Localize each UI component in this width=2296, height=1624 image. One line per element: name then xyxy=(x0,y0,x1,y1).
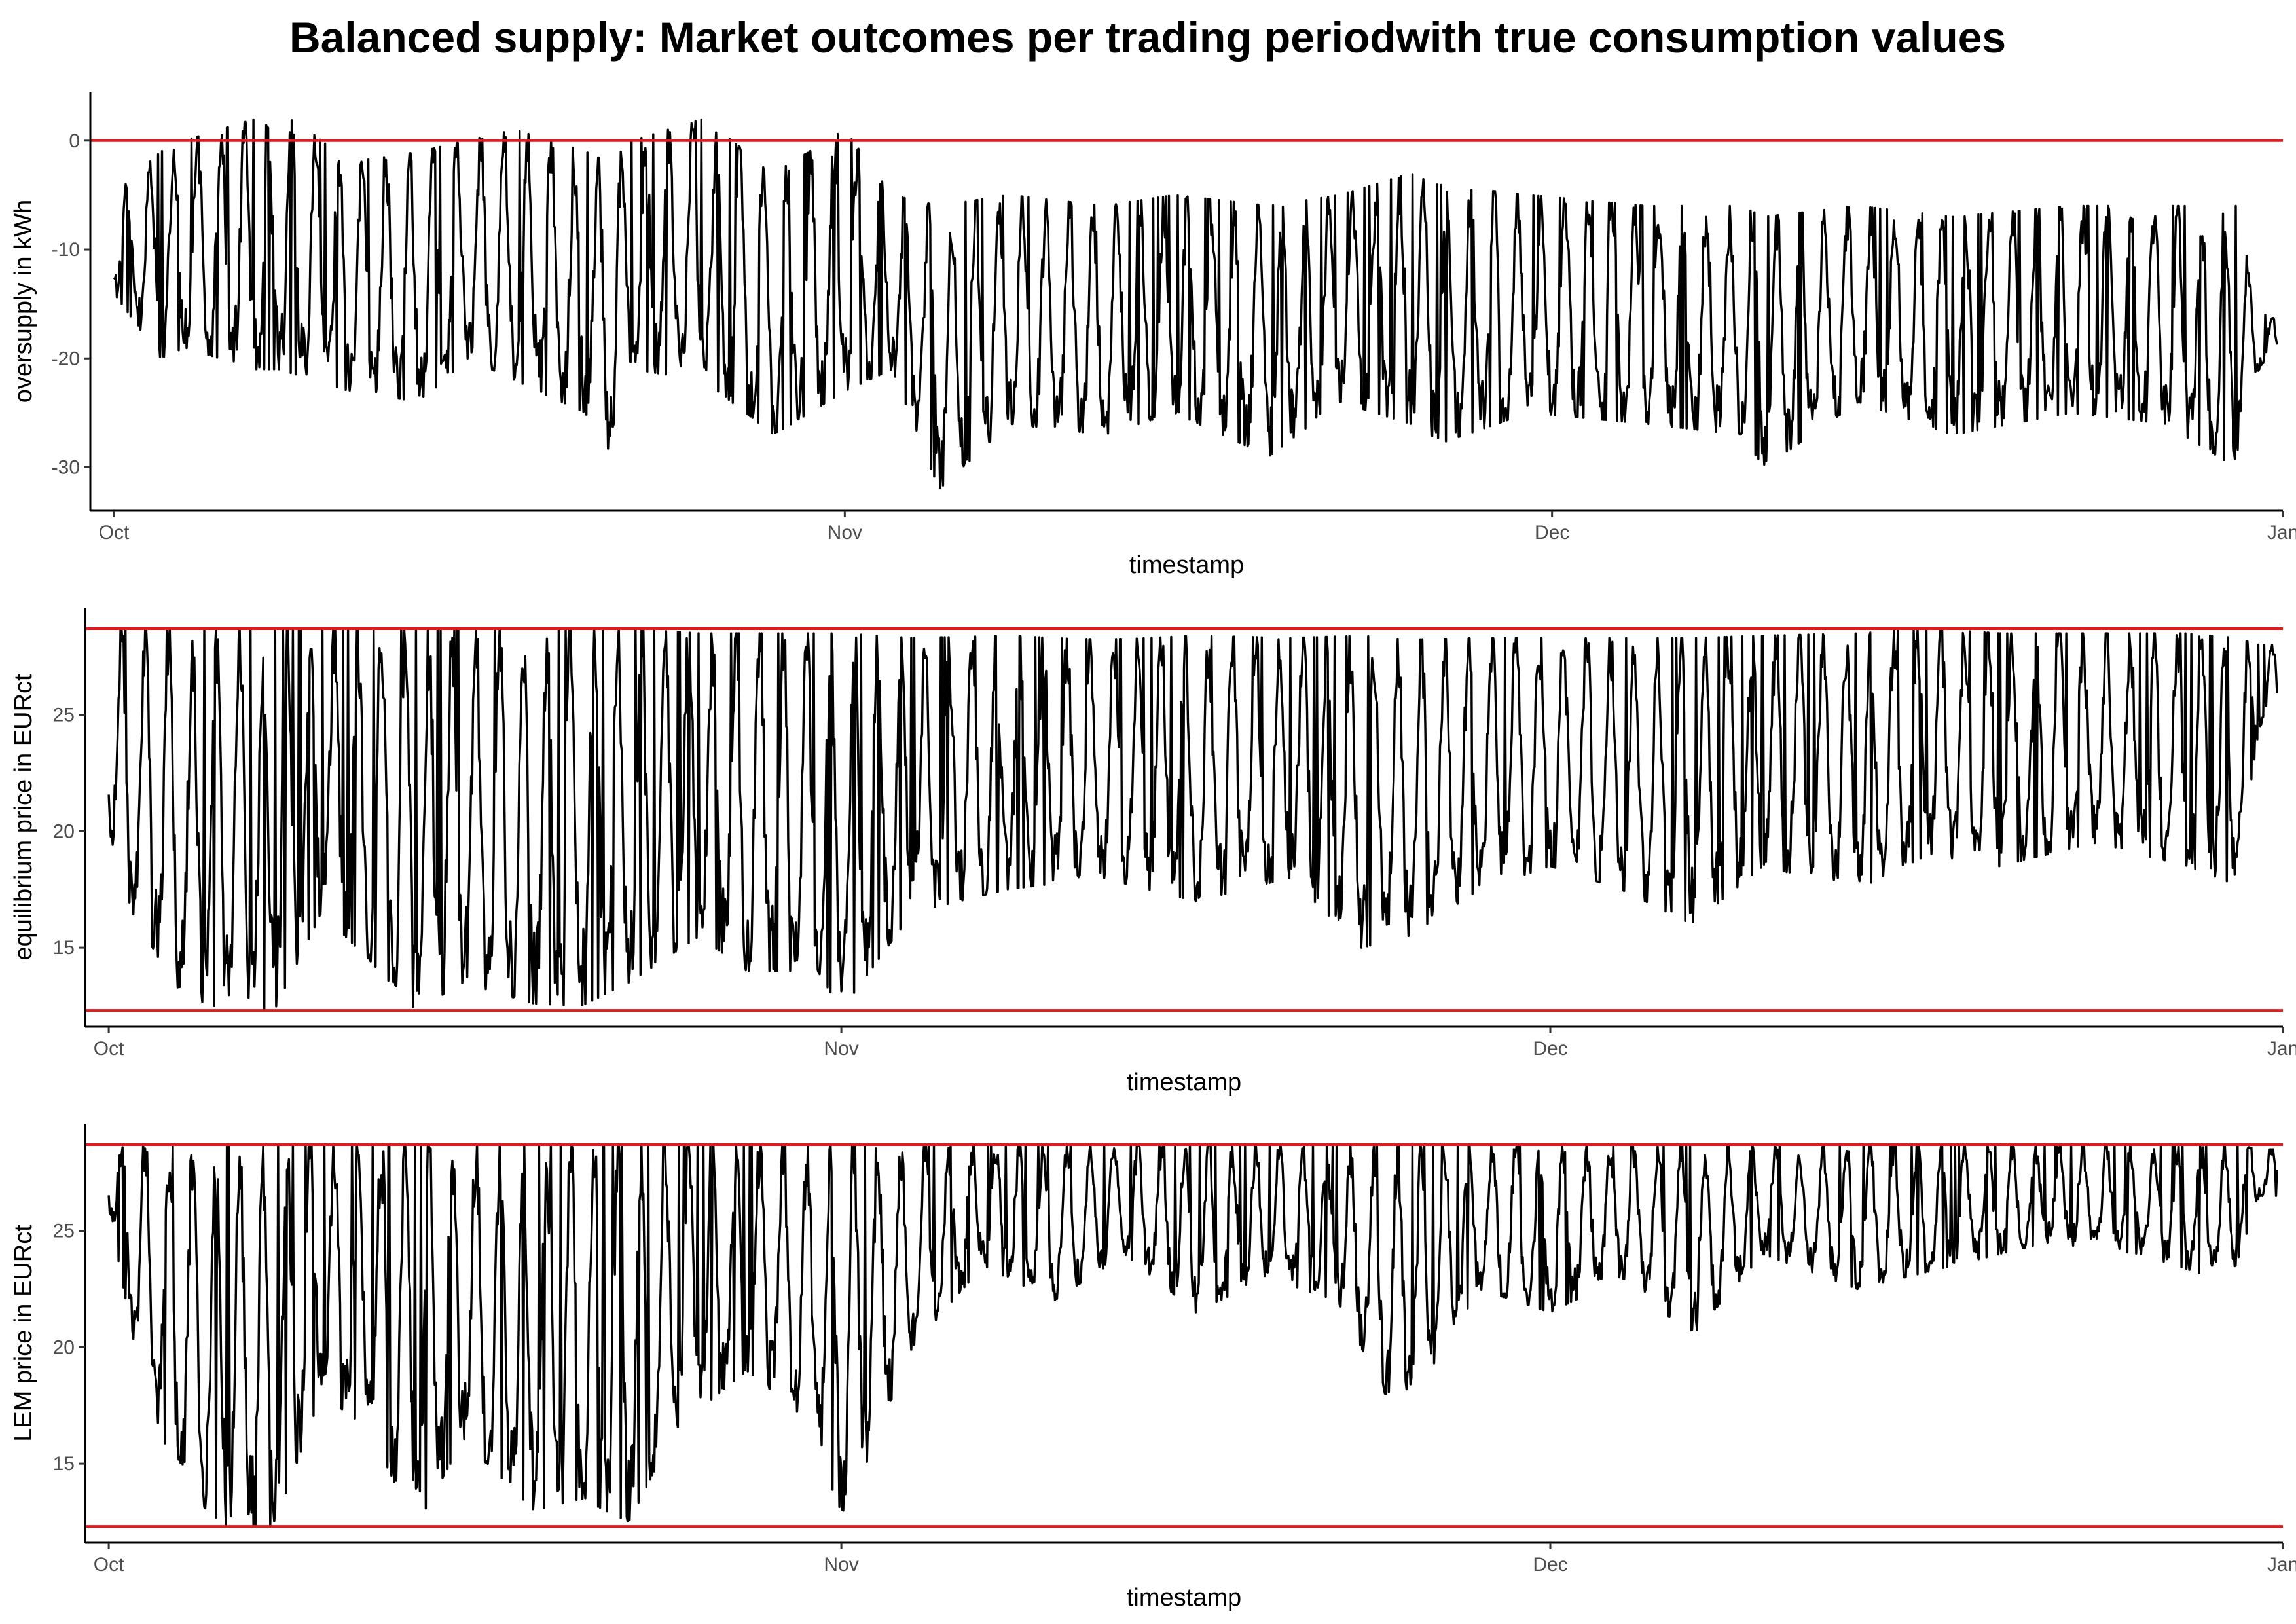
y-tick-label: -20 xyxy=(52,348,80,369)
y-tick-label: 25 xyxy=(53,705,75,726)
y-tick-label: 25 xyxy=(53,1221,75,1242)
figure-title: Balanced supply: Market outcomes per tra… xyxy=(289,13,2006,62)
x-tick-label: Dec xyxy=(1533,1038,1567,1060)
x-tick-label: Dec xyxy=(1535,522,1569,544)
y-axis-title: oversupply in kWh xyxy=(10,200,37,403)
x-axis-title: timestamp xyxy=(1127,1069,1241,1096)
chart-panel-1: 0 -10 -20 -30 Oct Nov Dec Jan timestamp oversuppl… xyxy=(10,92,2296,579)
series-line xyxy=(107,1143,2278,1528)
x-tick-label: Jan xyxy=(2267,522,2296,544)
y-tick-label: 0 xyxy=(69,130,80,152)
x-tick-label: Oct xyxy=(99,522,130,544)
x-tick-label: Oct xyxy=(94,1038,124,1060)
series-line xyxy=(107,627,2278,1012)
x-tick-label: Nov xyxy=(824,1038,858,1060)
y-tick-label: 20 xyxy=(53,1337,75,1358)
x-tick-label: Jan xyxy=(2267,1554,2296,1576)
chart-panel-3: 25 20 15 Oct Nov Dec Jan timestamp LEM price in … xyxy=(10,1124,2296,1612)
y-axis-title: equilibrium price in EURct xyxy=(10,674,37,961)
x-tick-label: Dec xyxy=(1533,1554,1567,1576)
panels: 0 -10 -20 -30 Oct Nov Dec Jan timestamp oversuppl… xyxy=(10,92,2296,1612)
y-tick-label: 20 xyxy=(53,821,75,842)
x-tick-label: Nov xyxy=(824,1554,858,1576)
x-tick-label: Oct xyxy=(94,1554,124,1576)
chart-panel-2: 25 20 15 Oct Nov Dec Jan timestamp equilibrium p… xyxy=(10,608,2296,1096)
y-axis-title: LEM price in EURct xyxy=(10,1225,37,1442)
y-tick-label: 15 xyxy=(53,937,75,959)
x-axis-title: timestamp xyxy=(1127,1584,1241,1612)
x-axis-title: timestamp xyxy=(1129,551,1244,579)
y-tick-label: -10 xyxy=(52,239,80,261)
x-tick-label: Nov xyxy=(828,522,862,544)
y-tick-label: 15 xyxy=(53,1453,75,1475)
x-tick-label: Jan xyxy=(2267,1038,2296,1060)
series-line xyxy=(113,118,2278,490)
y-tick-label: -30 xyxy=(52,457,80,479)
